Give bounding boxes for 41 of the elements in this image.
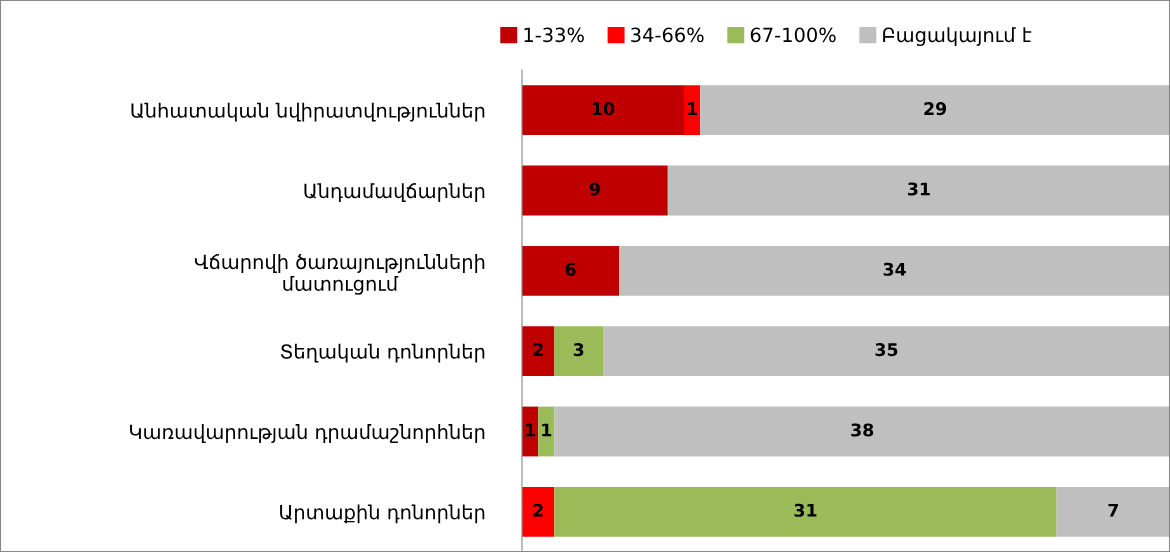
bar: [554, 406, 1170, 457]
bar: [538, 406, 555, 457]
bar: [522, 85, 684, 136]
data-label: 31: [794, 503, 817, 517]
bar: [554, 326, 603, 377]
y-tick-label: Վճարովի ծառայությունների մատուցում: [194, 253, 485, 295]
y-tick-label: Անդամավճարներ: [304, 183, 485, 203]
bar: [554, 486, 1057, 537]
legend-label: 67-100%: [750, 27, 836, 43]
data-label: 34: [883, 262, 906, 276]
bar: [667, 165, 1170, 216]
data-label: 10: [592, 102, 615, 116]
data-label: 2: [533, 503, 543, 517]
bar: [522, 326, 555, 377]
y-tick-label: Անհատական նվիրատվություններ: [131, 102, 485, 122]
data-label: 2: [533, 343, 543, 356]
y-tick-label: Արտաքին դոնորներ: [280, 504, 485, 524]
bar: [619, 245, 1170, 296]
y-tick-label: Կառավարության դրամաշնորհներ: [130, 424, 485, 443]
bar: [522, 245, 620, 296]
bar: [684, 85, 701, 136]
bar: [522, 165, 668, 216]
data-label: 1: [688, 102, 697, 115]
legend-label: 34-66%: [631, 27, 704, 43]
data-label: 31: [907, 182, 930, 196]
y-tick-label: Տեղական դոնորներ: [281, 343, 485, 363]
legend-label: 1-33%: [524, 27, 584, 43]
data-label: 3: [573, 343, 584, 357]
bar: [603, 326, 1170, 377]
data-label: 29: [924, 102, 947, 116]
data-label: 35: [875, 343, 898, 357]
data-label: 9: [589, 182, 600, 196]
data-label: 7: [1108, 503, 1118, 517]
data-label: 1: [542, 423, 552, 437]
bar: [700, 85, 1170, 136]
bar: [1056, 486, 1170, 537]
bar: [522, 486, 555, 537]
data-label: 6: [565, 262, 576, 276]
legend-label: Բացակայում է: [883, 27, 1032, 46]
data-label: 1: [526, 423, 535, 437]
data-label: 38: [851, 423, 874, 437]
